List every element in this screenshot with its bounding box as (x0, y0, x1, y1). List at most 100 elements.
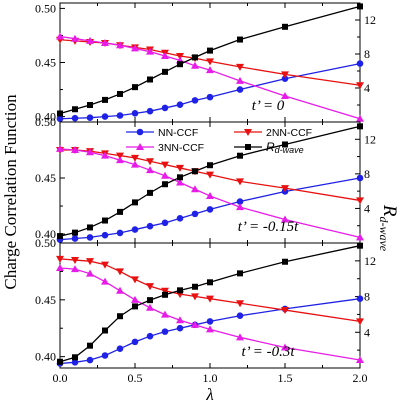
data-point-s3 (56, 264, 64, 271)
y-tick-label: 0.40 (35, 227, 56, 241)
y-tick-label: 0.40 (35, 110, 56, 124)
data-point-s4 (72, 229, 78, 236)
x-tick-label: 1.5 (278, 371, 293, 385)
data-point-s3 (191, 185, 199, 193)
y2-tick-label: 8 (364, 167, 370, 181)
series-line-2 (60, 149, 361, 202)
data-point-s4 (177, 61, 183, 68)
data-point-s4 (162, 68, 168, 75)
data-point-s1 (116, 345, 124, 352)
data-point-s3 (356, 114, 364, 122)
data-point-s2 (281, 185, 289, 193)
data-point-s1 (356, 295, 364, 302)
legend-marker (136, 143, 144, 150)
data-point-s4 (282, 258, 288, 265)
data-point-s4 (147, 76, 153, 83)
data-point-s1 (161, 328, 169, 335)
data-point-s3 (146, 166, 154, 174)
y2-tick-label: 8 (364, 47, 370, 61)
data-point-s3 (191, 61, 199, 69)
data-point-s4 (117, 208, 123, 215)
legend-item-4: Rd-wave (234, 140, 304, 155)
panel-frame (59, 121, 361, 244)
data-point-s1 (116, 112, 124, 119)
data-point-s4 (192, 283, 198, 290)
data-point-s1 (281, 75, 289, 83)
y-tick-label: 0.50 (35, 115, 56, 129)
x-tick-label: 2.0 (353, 371, 368, 385)
y-tick-label: 0.45 (35, 293, 56, 307)
data-point-s4 (132, 303, 138, 310)
data-point-s4 (102, 96, 108, 103)
data-point-s3 (281, 343, 289, 351)
data-point-s4 (102, 217, 108, 224)
data-point-s3 (236, 203, 244, 211)
y2-tick-label: 12 (364, 13, 376, 27)
data-point-s1 (86, 234, 94, 241)
data-point-s4 (357, 3, 363, 10)
data-point-s2 (236, 300, 244, 308)
data-point-s4 (282, 23, 288, 30)
data-point-s4 (72, 106, 78, 113)
legend-label-main: R (266, 140, 275, 154)
data-point-s1 (71, 235, 79, 242)
legend-label: 3NN-CCF (158, 142, 204, 154)
panel-3: 0.0 0.5 1.0 1.5 2.0 0.40 0.45 0.50 4 8 12 t’ = -0.3… (35, 236, 376, 385)
data-point-s1 (176, 215, 184, 222)
panel-label: t’ = -0.3t (241, 344, 295, 360)
data-point-s2 (281, 307, 289, 315)
legend-label: Rd-wave (266, 140, 304, 155)
data-point-s3 (86, 148, 94, 156)
legend-label-sub: d-wave (275, 145, 304, 155)
data-point-s1 (101, 231, 109, 239)
data-point-s2 (146, 283, 154, 291)
data-point-s4 (132, 199, 138, 206)
data-point-s2 (236, 178, 244, 186)
data-point-s1 (161, 219, 169, 227)
data-point-s1 (56, 115, 64, 123)
y2-tick-label: 4 (364, 81, 370, 95)
data-point-s2 (206, 295, 214, 303)
data-point-s3 (236, 76, 244, 84)
data-point-s3 (176, 178, 184, 186)
data-point-s1 (176, 324, 184, 332)
y2-tick-label: 4 (364, 325, 370, 339)
data-point-s2 (131, 154, 139, 162)
data-point-s1 (86, 356, 94, 364)
data-point-s2 (356, 197, 364, 205)
data-point-s2 (116, 268, 124, 276)
data-point-s4 (177, 174, 183, 181)
data-point-s2 (146, 158, 154, 166)
data-point-s3 (116, 41, 124, 49)
data-point-s3 (101, 151, 109, 159)
legend-marker (245, 144, 251, 150)
data-point-s3 (161, 310, 169, 318)
data-point-s4 (237, 36, 243, 43)
legend-item-3: 3NN-CCF (126, 142, 204, 154)
series-line-3 (59, 35, 361, 120)
data-point-s4 (282, 141, 288, 148)
data-point-s1 (236, 198, 244, 205)
data-point-s4 (117, 90, 123, 97)
legend-marker (136, 128, 144, 136)
data-point-s3 (71, 146, 79, 154)
data-point-s1 (131, 338, 139, 346)
y2-axis-label-sub: d-wave (377, 216, 391, 251)
data-point-s4 (192, 54, 198, 61)
data-point-s1 (191, 97, 199, 104)
data-point-s1 (236, 312, 244, 320)
data-point-s4 (237, 152, 243, 159)
y-tick-label: 0.40 (35, 350, 56, 364)
data-point-s3 (131, 295, 139, 303)
data-point-s3 (101, 277, 109, 285)
data-point-s1 (161, 104, 169, 112)
data-point-s4 (192, 168, 198, 175)
data-point-s1 (86, 114, 94, 121)
y2-tick-label: 12 (364, 254, 376, 268)
data-point-s4 (207, 162, 213, 169)
y2-tick-label: 12 (364, 132, 376, 146)
data-point-s3 (56, 144, 64, 152)
data-point-s4 (237, 270, 243, 277)
data-point-s2 (176, 164, 184, 172)
data-point-s4 (357, 123, 363, 130)
